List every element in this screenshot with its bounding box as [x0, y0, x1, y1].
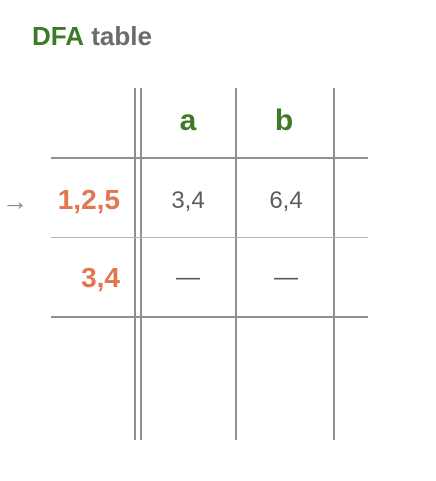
- transition-cell: 6,4: [241, 187, 331, 215]
- column-header-b: b: [254, 104, 314, 138]
- page-title: DFA table: [32, 20, 152, 52]
- grid-header-rule: [51, 157, 368, 159]
- grid-row-rule-2: [51, 316, 368, 318]
- grid-divider-left-2: [140, 88, 142, 440]
- grid-row-rule-1: [51, 237, 368, 238]
- grid-divider-left-1: [134, 88, 136, 440]
- column-header-a: a: [158, 104, 218, 138]
- state-label: 1,2,5: [0, 184, 120, 216]
- transition-cell: —: [241, 264, 331, 292]
- grid-divider-col-b-end: [333, 88, 335, 440]
- state-label: 3,4: [0, 262, 120, 294]
- title-rest: table: [91, 21, 152, 51]
- transition-cell: 3,4: [143, 187, 233, 215]
- transition-cell: —: [143, 264, 233, 292]
- grid-divider-col-a-b: [235, 88, 237, 440]
- title-highlight: DFA: [32, 21, 84, 51]
